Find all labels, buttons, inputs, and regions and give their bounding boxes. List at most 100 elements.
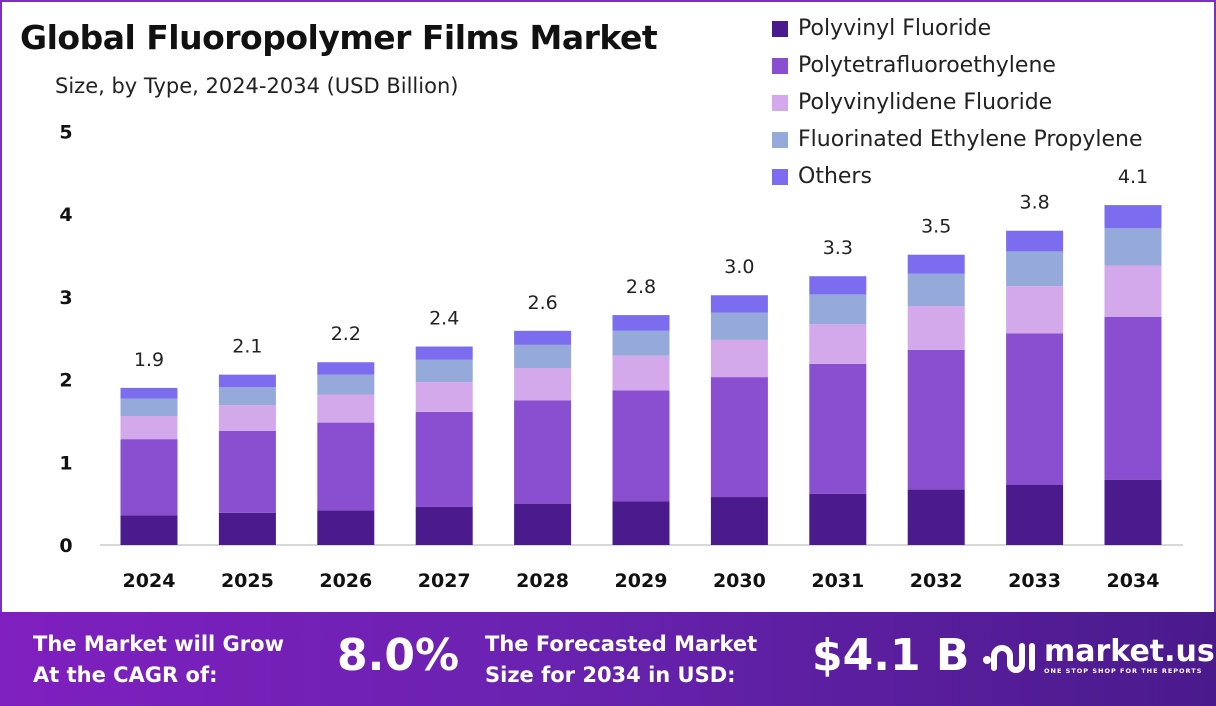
legend: Polyvinyl Fluoride Polytetrafluoroethylen… bbox=[772, 10, 1143, 195]
bar-segment-others bbox=[317, 362, 375, 375]
legend-item: Others bbox=[772, 158, 1143, 195]
legend-swatch bbox=[772, 20, 788, 37]
bar-segment-others bbox=[1104, 205, 1162, 229]
x-tick-label: 2031 bbox=[811, 570, 864, 592]
total-label: 3.0 bbox=[724, 256, 754, 278]
bar-segment-fluorinated-ethylene-propylene bbox=[415, 359, 473, 383]
bar-segment-fluorinated-ethylene-propylene bbox=[907, 273, 965, 306]
total-label: 2.4 bbox=[429, 308, 459, 330]
y-tick-label: 0 bbox=[59, 535, 72, 557]
forecast-label: The Forecasted Market Size for 2034 in U… bbox=[485, 629, 757, 691]
bar-segment-fluorinated-ethylene-propylene bbox=[1006, 251, 1064, 287]
chart-title: Global Fluoropolymer Films Market bbox=[20, 18, 658, 57]
legend-item: Polyvinyl Fluoride bbox=[772, 10, 1143, 47]
y-tick-label: 1 bbox=[59, 452, 72, 474]
total-label: 2.2 bbox=[331, 323, 361, 345]
bar-segment-others bbox=[218, 374, 276, 388]
legend-swatch bbox=[772, 57, 788, 74]
total-label: 2.8 bbox=[626, 276, 656, 298]
bar-segment-polyvinylidene-fluoride bbox=[1006, 286, 1064, 334]
bar-segment-polyvinylidene-fluoride bbox=[514, 368, 572, 401]
legend-swatch bbox=[772, 168, 788, 185]
x-tick-label: 2027 bbox=[418, 570, 471, 592]
bar-segment-polyvinylidene-fluoride bbox=[317, 394, 375, 423]
bar-segment-polyvinyl-fluoride bbox=[612, 501, 670, 545]
bar-segment-fluorinated-ethylene-propylene bbox=[710, 312, 768, 340]
bar-segment-others bbox=[1006, 230, 1064, 252]
cagr-label-line1: The Market will Grow bbox=[33, 632, 284, 656]
legend-label: Polyvinylidene Fluoride bbox=[798, 90, 1053, 115]
bar-segment-polyvinyl-fluoride bbox=[120, 515, 178, 545]
legend-label: Polyvinyl Fluoride bbox=[798, 16, 992, 41]
bar-segment-polyvinyl-fluoride bbox=[415, 506, 473, 545]
market-us-logo: market.us ONE STOP SHOP FOR THE REPORTS bbox=[980, 636, 1215, 676]
bar-segment-fluorinated-ethylene-propylene bbox=[218, 387, 276, 406]
bar-segment-polyvinylidene-fluoride bbox=[809, 324, 867, 364]
legend-label: Fluorinated Ethylene Propylene bbox=[798, 127, 1143, 152]
bar-segment-others bbox=[415, 346, 473, 360]
bar-segment-polytetrafluoroethylene bbox=[415, 411, 473, 507]
total-label: 3.8 bbox=[1019, 192, 1049, 214]
bar-segment-polytetrafluoroethylene bbox=[317, 422, 375, 511]
logo-mark-icon bbox=[983, 643, 1035, 673]
brand-name: market.us bbox=[1044, 634, 1215, 669]
chart-subtitle: Size, by Type, 2024-2034 (USD Billion) bbox=[55, 74, 459, 98]
bar-segment-polytetrafluoroethylene bbox=[612, 390, 670, 502]
bar-segment-polytetrafluoroethylene bbox=[120, 439, 178, 516]
x-tick-label: 2026 bbox=[319, 570, 372, 592]
bar-segment-polyvinyl-fluoride bbox=[809, 493, 867, 545]
bar-segment-polyvinyl-fluoride bbox=[907, 489, 965, 545]
bar-segment-polyvinylidene-fluoride bbox=[1104, 265, 1162, 317]
forecast-label-line2: Size for 2034 in USD: bbox=[485, 663, 736, 687]
bar-segment-others bbox=[907, 254, 965, 274]
legend-item: Fluorinated Ethylene Propylene bbox=[772, 121, 1143, 158]
legend-swatch bbox=[772, 94, 788, 111]
x-tick-label: 2025 bbox=[221, 570, 274, 592]
x-tick-label: 2032 bbox=[910, 570, 963, 592]
x-tick-label: 2024 bbox=[123, 570, 176, 592]
bar-segment-polytetrafluoroethylene bbox=[907, 349, 965, 490]
cagr-label: The Market will Grow At the CAGR of: bbox=[33, 629, 284, 691]
y-tick-label: 5 bbox=[59, 122, 72, 144]
bar-segment-polytetrafluoroethylene bbox=[1006, 333, 1064, 485]
bar-segment-polyvinyl-fluoride bbox=[514, 503, 572, 545]
x-tick-label: 2033 bbox=[1008, 570, 1061, 592]
legend-label: Polytetrafluoroethylene bbox=[798, 53, 1056, 78]
bar-segment-polyvinylidene-fluoride bbox=[612, 355, 670, 391]
bar-segment-polytetrafluoroethylene bbox=[218, 430, 276, 513]
total-label: 1.9 bbox=[134, 349, 164, 371]
y-tick-label: 3 bbox=[59, 287, 72, 309]
bar-segment-polytetrafluoroethylene bbox=[710, 377, 768, 498]
bar-segment-polytetrafluoroethylene bbox=[514, 400, 572, 504]
bar-segment-polytetrafluoroethylene bbox=[1104, 316, 1162, 480]
bar-segment-others bbox=[612, 315, 670, 331]
bar-segment-others bbox=[514, 330, 572, 345]
bar-segment-fluorinated-ethylene-propylene bbox=[120, 398, 178, 416]
total-label: 4.1 bbox=[1118, 166, 1148, 188]
bar-segment-others bbox=[809, 276, 867, 295]
bar-segment-others bbox=[710, 295, 768, 313]
bar-segment-fluorinated-ethylene-propylene bbox=[1104, 228, 1162, 266]
bar-segment-fluorinated-ethylene-propylene bbox=[809, 294, 867, 325]
total-label: 2.1 bbox=[232, 336, 262, 358]
bar-segment-fluorinated-ethylene-propylene bbox=[317, 374, 375, 395]
bar-segment-polyvinylidene-fluoride bbox=[218, 405, 276, 431]
bar-segment-fluorinated-ethylene-propylene bbox=[612, 330, 670, 356]
bar-segment-polyvinylidene-fluoride bbox=[415, 382, 473, 412]
cagr-label-line2: At the CAGR of: bbox=[33, 663, 218, 687]
bar-segment-polyvinylidene-fluoride bbox=[907, 305, 965, 350]
footer-banner: The Market will Grow At the CAGR of: 8.0… bbox=[0, 612, 1216, 706]
stacked-bar-chart: 0 1 2 3 4 5 1.9 2024 2.1 2025 2.2 2026 2.4 2027 2.6 202… bbox=[59, 122, 1183, 592]
x-tick-label: 2034 bbox=[1107, 570, 1160, 592]
bar-segment-polyvinyl-fluoride bbox=[710, 497, 768, 545]
y-tick-label: 4 bbox=[59, 204, 72, 226]
bar-segment-polyvinylidene-fluoride bbox=[710, 339, 768, 378]
x-tick-label: 2028 bbox=[516, 570, 569, 592]
legend-swatch bbox=[772, 131, 788, 148]
bar-segment-fluorinated-ethylene-propylene bbox=[514, 344, 572, 369]
total-label: 3.5 bbox=[921, 216, 951, 238]
bar-segment-polyvinyl-fluoride bbox=[1104, 479, 1162, 545]
total-label: 2.6 bbox=[527, 292, 557, 314]
brand-tagline: ONE STOP SHOP FOR THE REPORTS bbox=[1044, 667, 1203, 675]
total-label: 3.3 bbox=[823, 237, 853, 259]
